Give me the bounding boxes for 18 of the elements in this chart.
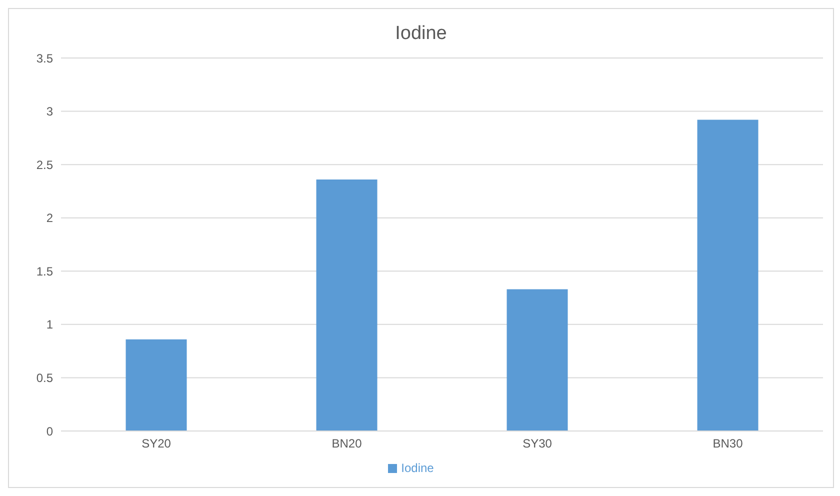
bar [316,179,378,431]
bar [506,289,568,431]
x-tick-label: SY30 [522,436,552,451]
x-tick-label: BN30 [712,436,744,451]
y-tick-label: 2.5 [36,158,54,172]
y-tick-label: 0 [46,424,54,438]
y-tick-label: 3.5 [36,51,54,66]
y-tick-label: 1 [46,318,54,332]
bar [697,120,758,431]
legend-label: Iodine [401,461,434,475]
chart-title: Iodine [394,22,448,46]
bar [126,339,187,431]
y-tick-label: 3 [46,104,54,119]
y-tick-label: 0.5 [36,370,54,385]
x-tick-label: BN20 [332,436,362,451]
y-tick-label: 2 [46,211,54,226]
y-tick-label: 1.5 [36,264,54,278]
x-tick-label: SY20 [142,436,172,451]
